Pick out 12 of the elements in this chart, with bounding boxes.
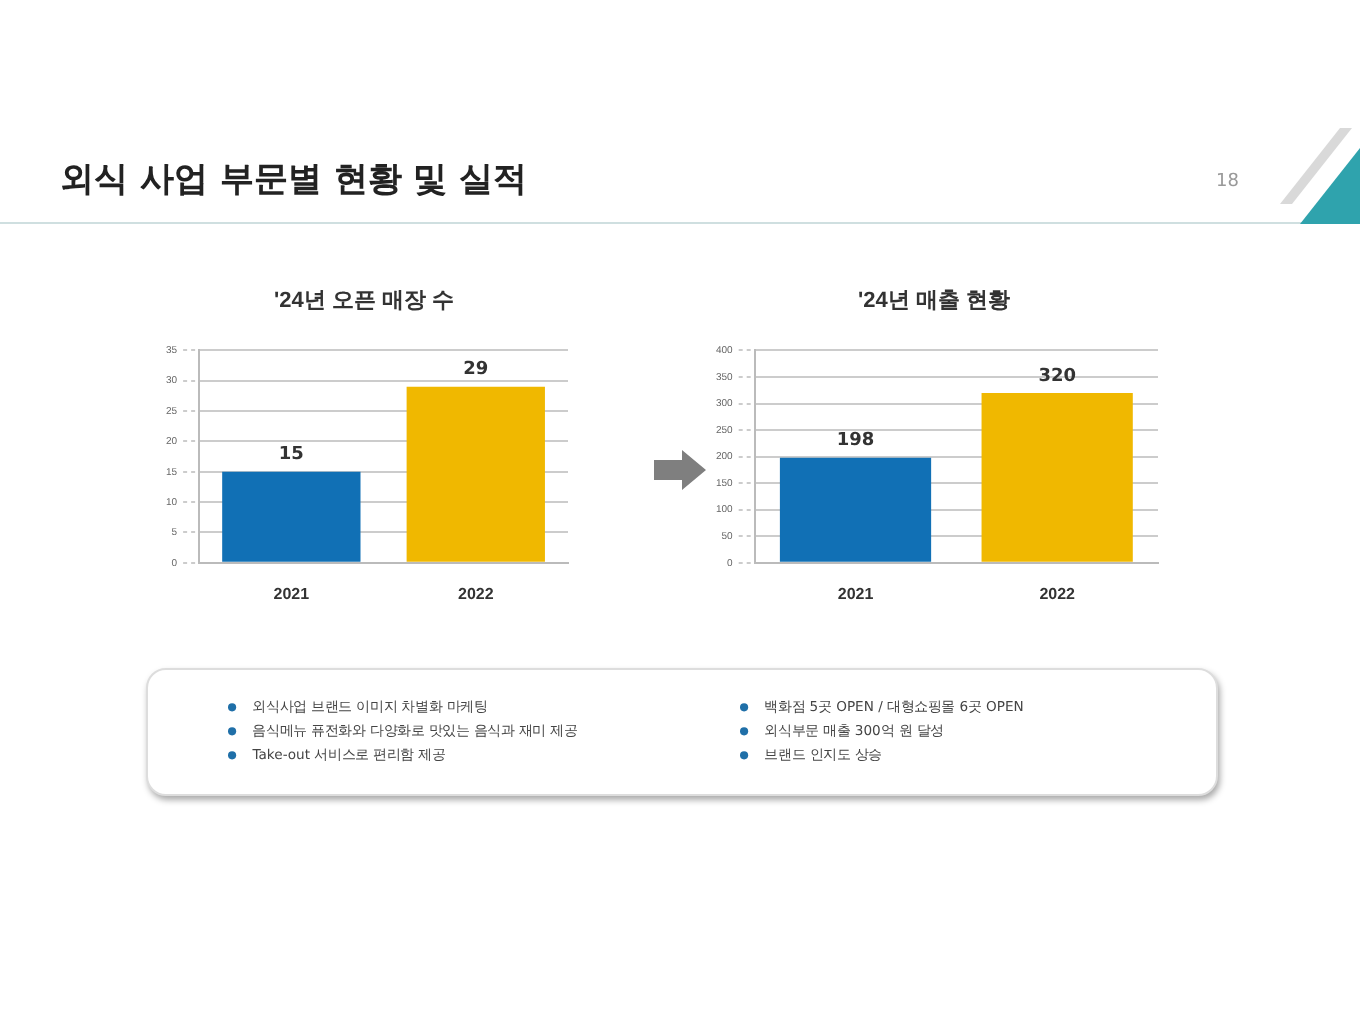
data-label: 320 — [1038, 366, 1076, 387]
data-label: 15 — [278, 445, 304, 466]
data-label: 29 — [463, 360, 489, 381]
x-tick-label: 2022 — [457, 584, 495, 603]
x-tick-label: 2021 — [837, 584, 875, 603]
x-tick-label: 2021 — [273, 584, 311, 603]
data-label: 198 — [836, 431, 875, 452]
text: 외식 사업 부문별 현황 및 실적 — [60, 158, 528, 202]
chart-title: '24년 오픈 매장 수 — [273, 289, 455, 314]
text: 18 — [1216, 172, 1239, 192]
x-tick-label: 2022 — [1039, 584, 1077, 603]
chart-title: '24년 매출 현황 — [858, 289, 1010, 314]
